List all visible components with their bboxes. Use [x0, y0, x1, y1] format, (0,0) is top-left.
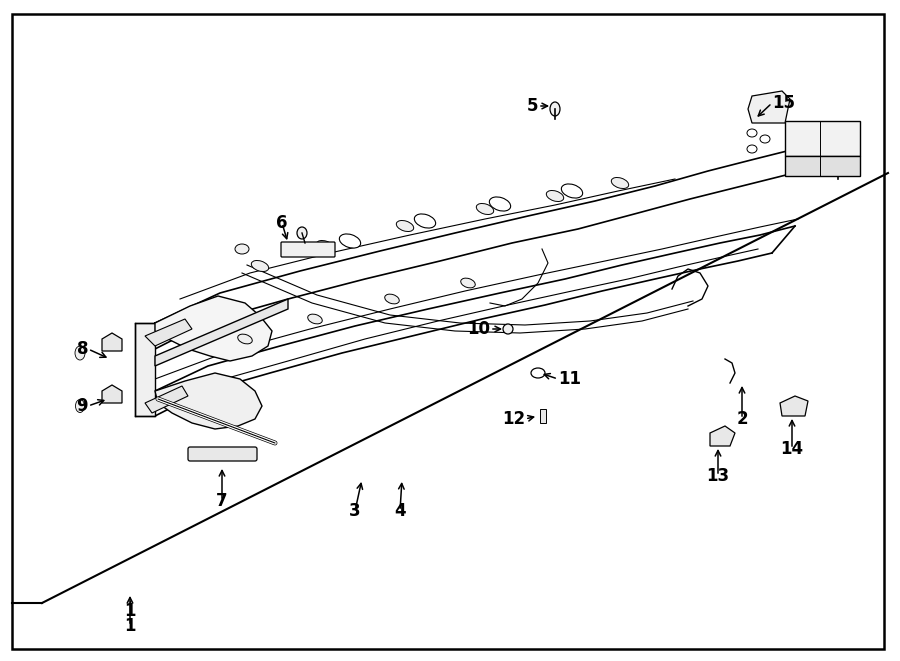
Ellipse shape [414, 214, 436, 228]
Text: 2: 2 [736, 410, 748, 428]
Text: 10: 10 [467, 320, 490, 338]
Polygon shape [710, 426, 735, 446]
Text: 1: 1 [124, 602, 136, 620]
Ellipse shape [75, 346, 85, 360]
Ellipse shape [339, 234, 361, 248]
Ellipse shape [384, 294, 400, 304]
Text: 7: 7 [216, 492, 228, 510]
Ellipse shape [562, 184, 582, 198]
Polygon shape [155, 373, 262, 429]
Text: 11: 11 [558, 370, 581, 388]
Ellipse shape [316, 241, 334, 251]
Ellipse shape [251, 260, 269, 272]
Ellipse shape [308, 314, 322, 324]
FancyBboxPatch shape [188, 447, 257, 461]
Polygon shape [155, 296, 272, 361]
Polygon shape [135, 323, 155, 416]
FancyBboxPatch shape [281, 242, 335, 257]
Ellipse shape [546, 190, 563, 202]
Text: 1: 1 [124, 617, 136, 635]
Polygon shape [102, 385, 122, 403]
Ellipse shape [238, 334, 252, 344]
Polygon shape [785, 121, 860, 156]
Text: 15: 15 [772, 94, 795, 112]
Ellipse shape [396, 221, 414, 231]
Ellipse shape [531, 368, 545, 378]
Polygon shape [145, 319, 192, 346]
Text: 14: 14 [780, 440, 804, 458]
Polygon shape [780, 396, 808, 416]
Ellipse shape [747, 145, 757, 153]
Ellipse shape [490, 197, 510, 211]
Ellipse shape [461, 278, 475, 288]
Text: 4: 4 [394, 502, 406, 520]
Polygon shape [155, 299, 288, 366]
Ellipse shape [235, 244, 249, 254]
Ellipse shape [76, 399, 85, 412]
Ellipse shape [476, 204, 494, 215]
Text: 12: 12 [502, 410, 525, 428]
Text: 9: 9 [76, 397, 88, 415]
Ellipse shape [297, 227, 307, 239]
Text: 3: 3 [349, 502, 361, 520]
Ellipse shape [611, 178, 629, 188]
Ellipse shape [503, 324, 513, 334]
Polygon shape [145, 386, 188, 413]
Ellipse shape [550, 102, 560, 116]
Text: 5: 5 [526, 97, 538, 115]
Text: 6: 6 [276, 214, 288, 232]
Text: 8: 8 [76, 340, 88, 358]
Polygon shape [785, 156, 860, 176]
Polygon shape [102, 333, 122, 351]
Polygon shape [748, 91, 790, 123]
Ellipse shape [747, 129, 757, 137]
Ellipse shape [760, 135, 770, 143]
Text: 13: 13 [706, 467, 730, 485]
Bar [540, 409, 546, 423]
